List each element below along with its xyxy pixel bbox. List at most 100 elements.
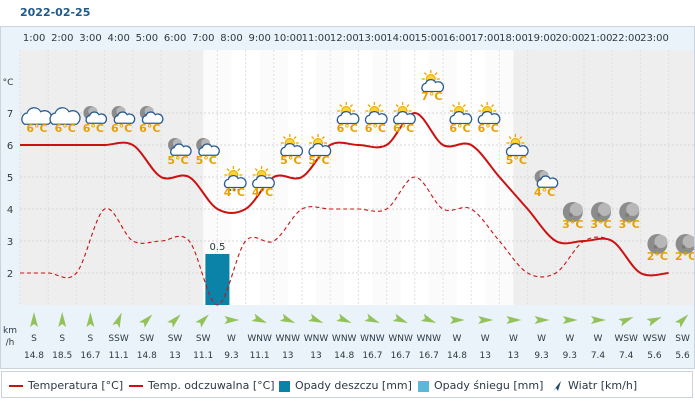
wind-speed: 16.7 [391,351,411,361]
wind-direction: WNW [304,334,329,344]
hour-label: 9:00 [248,33,270,44]
hour-header [20,26,694,50]
wind-speed: 7.4 [619,351,634,361]
wind-arrow-icon [308,313,324,324]
legend-temperature: Temperatura [°C] [9,379,123,392]
wind-arrow-icon [553,381,561,391]
wind-direction: SW [196,334,211,344]
wind-direction: SW [675,334,690,344]
y-tick-label: 6 [7,141,13,152]
wind-arrow-icon [58,312,67,327]
cloud-night-icon [111,106,136,124]
y-tick-label: 7 [7,109,13,120]
sun-cloud-icon [336,102,360,125]
cloud-icon [49,107,81,125]
hour-label: 23:00 [640,33,669,44]
cloud-night-icon [139,106,164,124]
wind-speed: 9.3 [534,351,548,361]
wind-arrow-icon [420,313,437,324]
hour-label: 6:00 [164,33,186,44]
wind-speed: 18.5 [52,351,72,361]
temperature-label: 6°C [83,122,104,135]
wind-speed: 11.1 [193,351,213,361]
legend-feels-like: Temp. odczuwalna [°C] [129,379,275,392]
wind-direction: WNW [417,334,442,344]
wind-speed: 13 [508,351,519,361]
hour-label: 10:00 [273,33,302,44]
hour-label: 8:00 [220,33,242,44]
wind-speed: 13 [479,351,490,361]
wind-speed: 16.7 [80,351,100,361]
sun-cloud-icon [505,134,529,157]
hour-label: 2:00 [51,33,73,44]
wind-arrow-icon [139,314,153,328]
wind-arrow-icon [364,313,380,324]
wind-speed: 14.8 [447,351,467,361]
wind-direction: SW [168,334,183,344]
hour-label: 19:00 [527,33,556,44]
wind-direction: W [509,334,518,344]
hour-label: 20:00 [555,33,584,44]
sun-cloud-icon [252,166,275,189]
wind-arrow-icon [562,316,578,324]
cloud-night-icon [534,170,559,188]
wind-direction: WNW [247,334,272,344]
wind-arrow-icon [224,316,240,324]
wind-speed: 14.8 [137,351,157,361]
wind-arrow-icon [674,314,689,328]
wind-arrow-icon [336,313,352,324]
hour-label: 3:00 [79,33,101,44]
feels-like-line [20,176,669,306]
temperature-label: 5°C [280,154,301,167]
hour-label: 17:00 [471,33,500,44]
wind-direction: W [227,334,236,344]
temperature-label: 2°C [647,250,668,263]
wind-arrow-icon [506,316,522,324]
temperature-label: 6°C [449,122,470,135]
wind-direction: W [594,334,603,344]
sun-cloud-icon [477,102,501,125]
temperature-line [20,111,669,277]
wind-speed: 5.6 [647,351,662,361]
sun-cloud-icon [421,70,445,93]
wind-arrow-icon [195,314,209,328]
y-tick-label: 4 [7,205,13,216]
temperature-label: 7°C [421,90,442,103]
cloud-night-icon [168,138,192,156]
wind-speed: 14.8 [334,351,354,361]
temperature-label: 5°C [167,154,188,167]
temperature-label: 2°C [675,250,695,263]
wind-arrow-icon [450,316,465,324]
rain-bar [205,254,230,305]
temperature-label: 6°C [111,122,132,135]
hour-label: 5:00 [136,33,158,44]
axis-panel [0,26,20,369]
wind-direction: WNW [388,334,413,344]
wind-arrow-icon [279,313,296,324]
legend-rain: Opady deszczu [mm] [279,379,412,392]
rain-label: 0.5 [209,242,225,253]
wind-speed: 5.6 [675,351,690,361]
wind-direction: WNW [360,334,385,344]
temperature-label: 4°C [252,186,273,199]
legend-snow: Opady śniegu [mm] [418,379,543,392]
sun-cloud-icon [449,102,473,125]
hour-label: 18:00 [499,33,528,44]
sun-cloud-icon [393,102,416,125]
temperature-label: 6°C [55,122,76,135]
hour-label: 1:00 [23,33,45,44]
date-title: 2022-02-25 [20,6,90,19]
wind-direction: WNW [276,334,301,344]
wind-arrow-icon [86,312,95,327]
temperature-label: 5°C [506,154,527,167]
temperature-label: 6°C [337,122,358,135]
wind-arrow-icon [112,312,122,328]
wind-arrow-icon [392,313,408,324]
temperature-label: 4°C [224,186,245,199]
temperature-label: 3°C [619,218,640,231]
wind-speed: 11.1 [109,351,129,361]
moon-icon [675,234,695,254]
temperature-label: 3°C [590,218,611,231]
hour-label: 13:00 [358,33,387,44]
